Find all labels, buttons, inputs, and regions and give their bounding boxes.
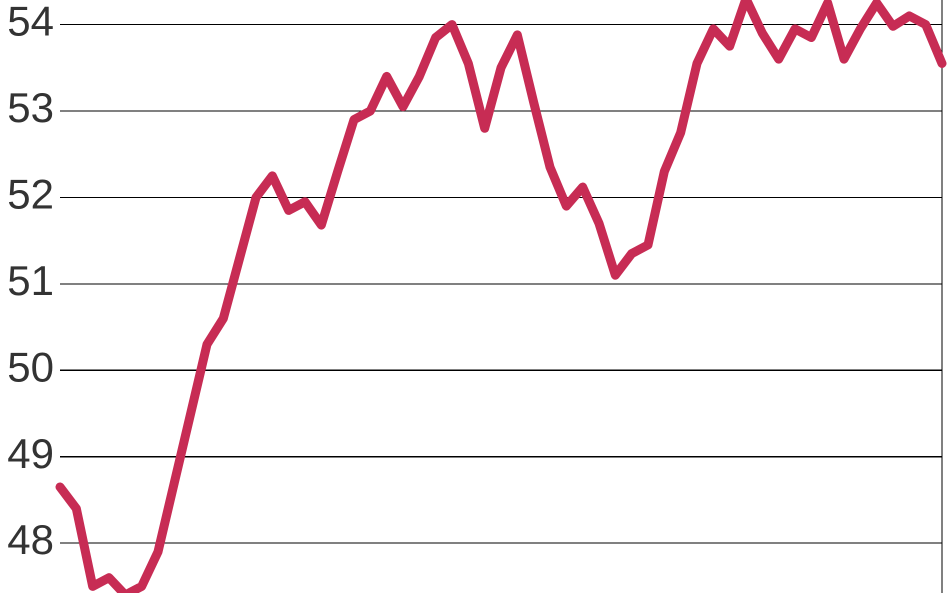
y-tick-label: 48 bbox=[7, 516, 54, 563]
line-chart: 48 49 50 51 52 53 54 bbox=[0, 0, 948, 593]
y-tick-label: 53 bbox=[7, 84, 54, 131]
chart-svg: 48 49 50 51 52 53 54 bbox=[0, 0, 948, 593]
y-tick-label: 51 bbox=[7, 257, 54, 304]
y-tick-label: 52 bbox=[7, 171, 54, 218]
y-tick-label: 50 bbox=[7, 343, 54, 390]
y-tick-label: 54 bbox=[7, 0, 54, 45]
y-tick-label: 49 bbox=[7, 430, 54, 477]
